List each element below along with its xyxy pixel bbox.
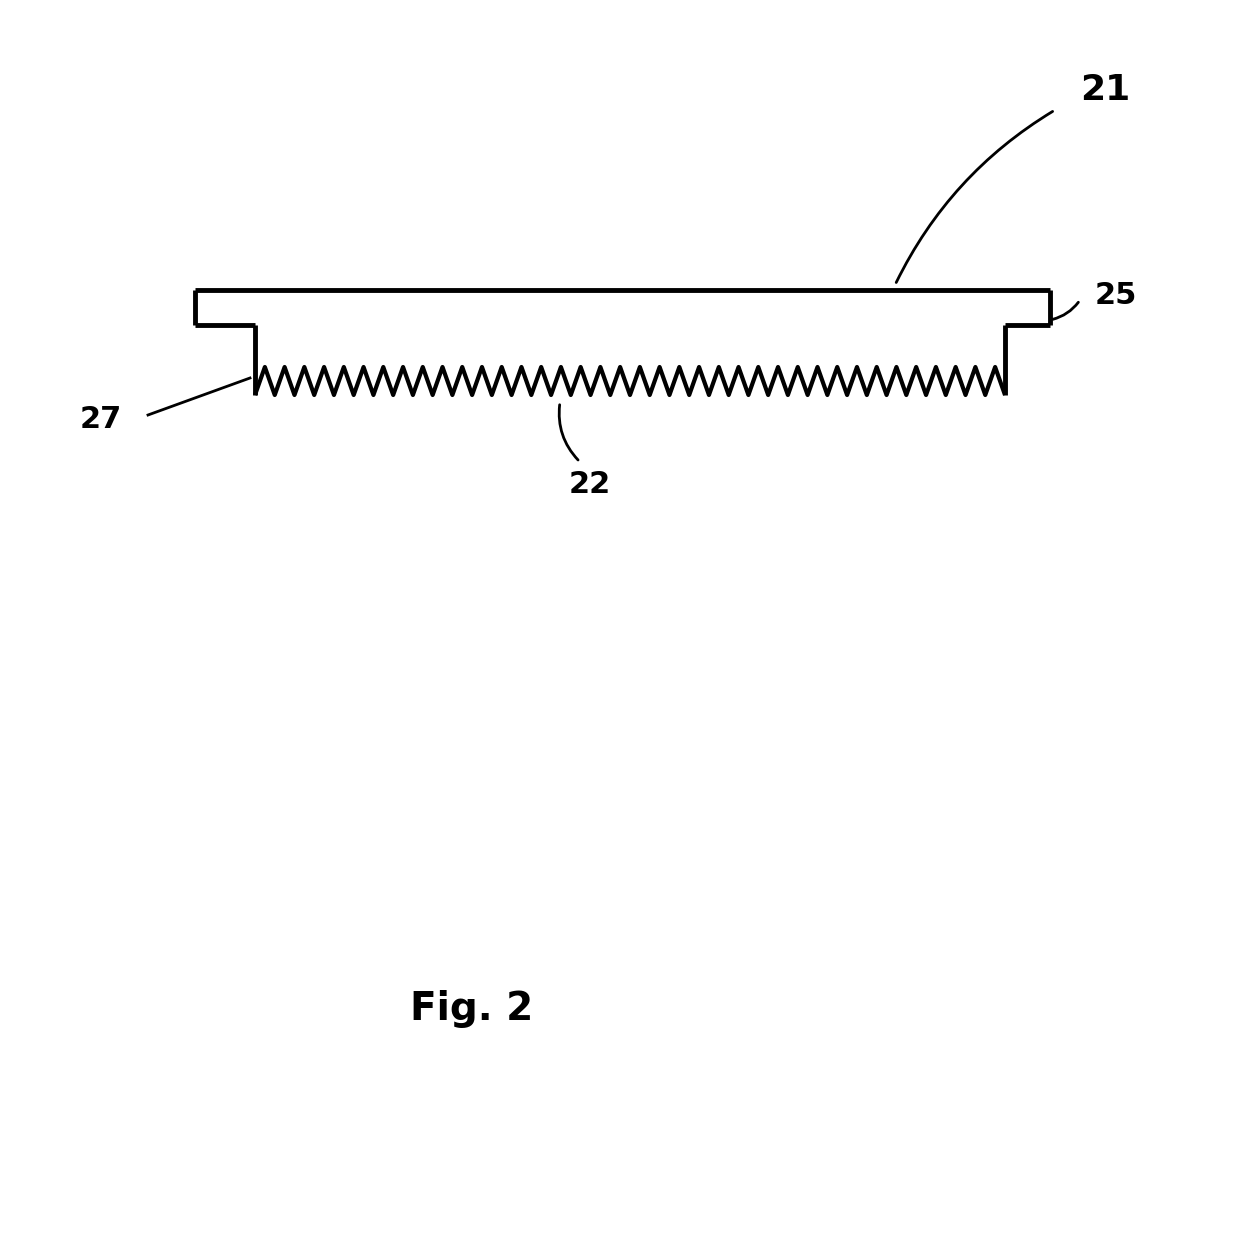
Text: 27: 27 <box>81 406 123 435</box>
Text: Fig. 2: Fig. 2 <box>409 990 533 1027</box>
Text: 22: 22 <box>569 470 611 499</box>
Text: 25: 25 <box>1095 281 1137 309</box>
Text: 21: 21 <box>1080 73 1130 107</box>
